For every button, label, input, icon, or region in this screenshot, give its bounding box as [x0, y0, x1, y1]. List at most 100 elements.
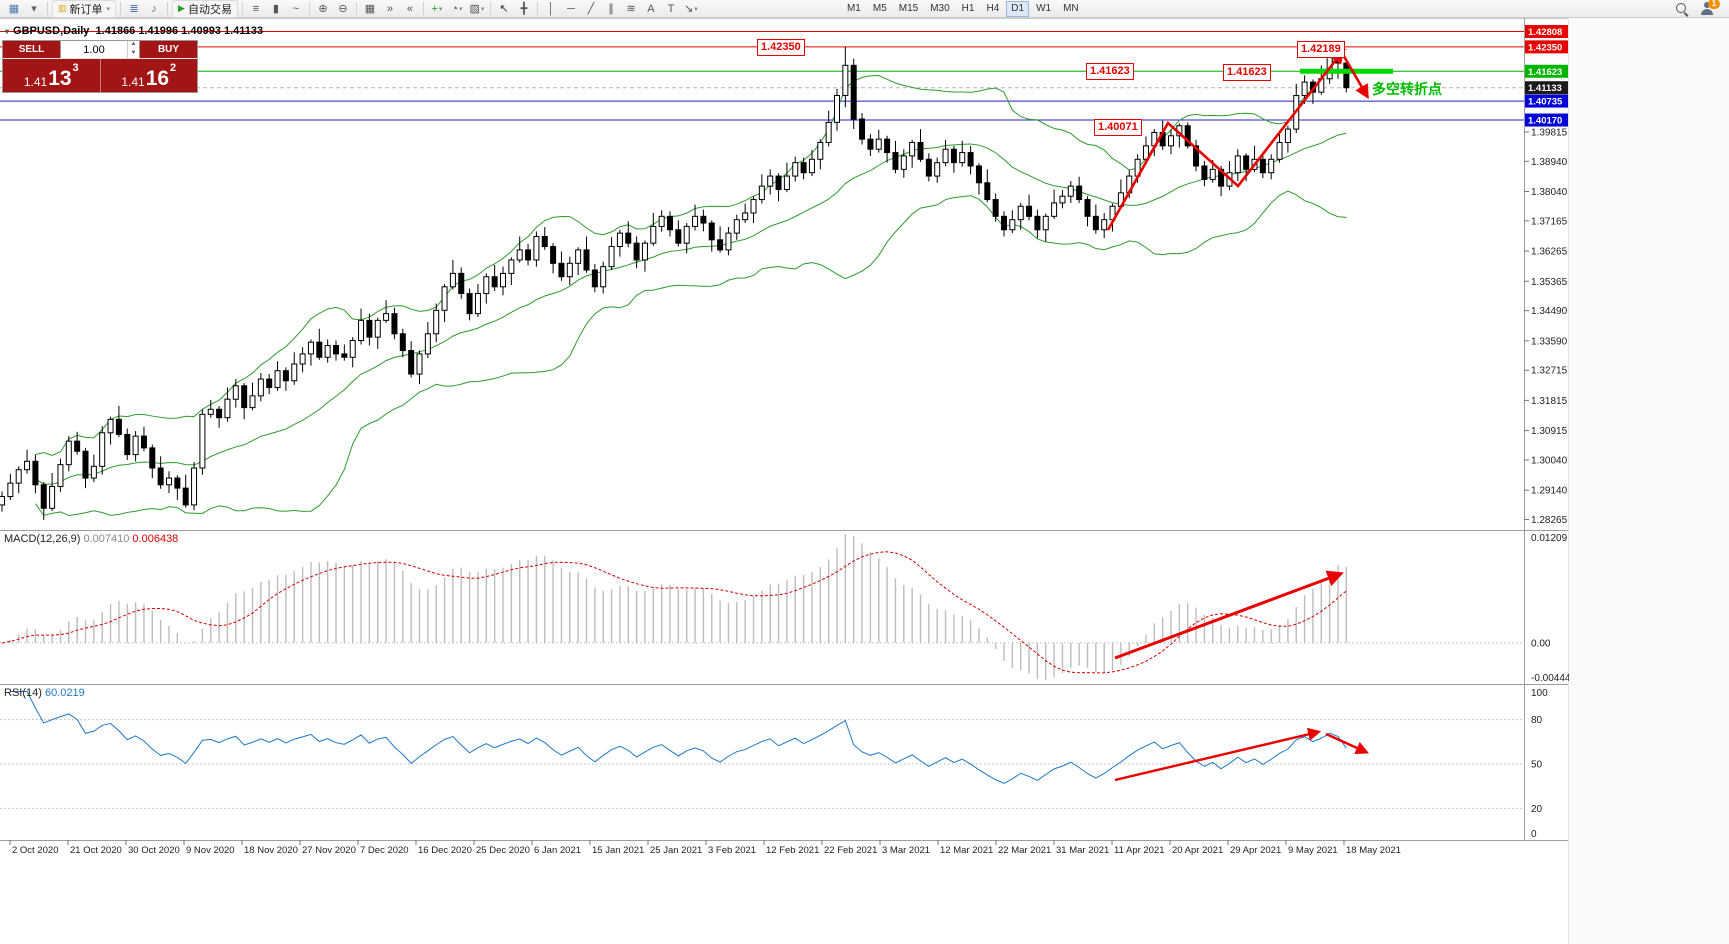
volume-down-icon[interactable]: ▼ — [130, 49, 137, 56]
vertical-line-icon[interactable]: │ — [541, 1, 561, 17]
zoom-in-icon[interactable]: ⊕ — [313, 1, 333, 17]
svg-text:9 Nov 2020: 9 Nov 2020 — [186, 845, 235, 856]
svg-text:1.34490: 1.34490 — [1531, 306, 1568, 317]
line-chart-icon[interactable]: ~ — [286, 1, 306, 17]
search-icon[interactable] — [1675, 2, 1689, 17]
buy-price-base: 1.41 — [121, 75, 145, 89]
chart-profiles-icon-glyph: ▾ — [31, 3, 37, 15]
sell-button[interactable]: SELL — [3, 41, 60, 58]
horizontal-line-icon-glyph: ─ — [567, 2, 575, 15]
channel-icon[interactable]: ∥ — [601, 1, 621, 17]
indicators-icon[interactable]: + ▾ — [427, 1, 447, 17]
price-callout[interactable]: 1.42189 — [1297, 41, 1345, 58]
volume-up-icon[interactable]: ▲ — [130, 41, 137, 47]
volume-input[interactable] — [61, 41, 127, 58]
indicators-icon-glyph: + — [431, 2, 438, 15]
svg-text:1.33590: 1.33590 — [1531, 336, 1568, 347]
svg-text:1.35365: 1.35365 — [1531, 277, 1568, 288]
svg-text:50: 50 — [1531, 760, 1543, 771]
shapes-icon[interactable]: ↘ ▾ — [681, 1, 701, 17]
chart-menu-icon[interactable]: ▾ — [5, 26, 10, 36]
svg-text:-0.004446: -0.004446 — [1531, 673, 1576, 684]
candlestick-chart-icon[interactable]: ▮ — [266, 1, 286, 17]
chart-profiles-icon[interactable]: ▾ — [24, 1, 44, 17]
fibonacci-icon[interactable]: ≋ — [621, 1, 641, 17]
timeframe-button-mn[interactable]: MN — [1063, 3, 1079, 14]
templates-icon[interactable]: ▨ ▾ — [467, 1, 487, 17]
auto-trading-button-icon: ▶ — [178, 3, 185, 13]
auto-trading-button[interactable]: ▶ 自动交易 — [172, 0, 238, 18]
sound-alerts-icon-glyph: ♪ — [151, 2, 157, 15]
annotations-layer[interactable] — [1106, 45, 1393, 782]
horizontal-line-icon[interactable]: ─ — [561, 1, 581, 17]
rsi-reversal-arrow[interactable] — [1325, 732, 1370, 754]
svg-text:3 Mar 2021: 3 Mar 2021 — [882, 845, 930, 856]
macd-trend-arrow[interactable] — [1114, 570, 1344, 660]
price-axis[interactable]: 1.39815 1.38940 1.38040 1.37165 1.36265 1.353… — [1524, 25, 1568, 526]
buy-button[interactable]: BUY — [140, 41, 197, 58]
timeframe-button-h4[interactable]: H4 — [986, 3, 1000, 14]
candles-layer — [0, 46, 1350, 521]
svg-text:12 Feb 2021: 12 Feb 2021 — [766, 845, 819, 856]
zoom-out-icon[interactable]: ⊖ — [333, 1, 353, 17]
chart-symbol-info: ▾ GBPUSD,Daily 1.41866 1.41996 1.40993 1… — [5, 25, 263, 37]
timeframe-button-m1[interactable]: M1 — [846, 3, 861, 14]
sell-price-base: 1.41 — [23, 75, 48, 89]
svg-text:25 Jan 2021: 25 Jan 2021 — [650, 845, 702, 856]
timeframe-button-m5[interactable]: M5 — [872, 3, 887, 14]
buy-price-button[interactable]: 1.41 16 2 — [100, 59, 197, 92]
svg-text:1.32715: 1.32715 — [1531, 366, 1568, 377]
svg-text:RSI(14) 60.0219: RSI(14) 60.0219 — [4, 687, 85, 699]
sound-alerts-icon[interactable]: ♪ — [144, 1, 164, 17]
label-icon[interactable]: T — [661, 1, 681, 17]
svg-text:1.42808: 1.42808 — [1528, 27, 1562, 38]
trendline-icon[interactable]: ╱ — [581, 1, 601, 17]
svg-text:1.40735: 1.40735 — [1528, 97, 1563, 108]
auto-scroll-icon[interactable]: » — [380, 1, 400, 17]
auto-trading-button-label: 自动交易 — [187, 3, 232, 16]
svg-text:1.41623: 1.41623 — [1528, 67, 1562, 78]
user-profile-icon[interactable]: 1 — [1699, 0, 1720, 16]
toolbar-separator — [120, 2, 122, 15]
svg-text:25 Dec 2020: 25 Dec 2020 — [476, 845, 530, 856]
price-callout[interactable]: 1.42350 — [757, 39, 805, 56]
cursor-icon[interactable]: ↖ — [494, 1, 514, 17]
volume-field-wrap: ▲ ▼ — [60, 41, 140, 58]
svg-text:29 Apr 2021: 29 Apr 2021 — [1230, 845, 1281, 856]
timeframe-button-w1[interactable]: W1 — [1036, 3, 1052, 14]
new-order-button[interactable]: ▥ 新订单 ▾ — [52, 0, 117, 18]
chart-shift-icon[interactable]: « — [400, 1, 420, 17]
new-chart-icon[interactable]: ▦ — [4, 1, 24, 17]
bar-chart-icon[interactable]: ≡ — [246, 1, 266, 17]
periods-icon[interactable]: ◔ ▾ — [447, 1, 467, 17]
text-icon[interactable]: A — [641, 1, 661, 17]
market-watch-icon[interactable]: ≣ — [124, 1, 144, 17]
turning-point-note[interactable]: 多空转折点 — [1372, 81, 1442, 97]
price-callout[interactable]: 1.41623 — [1086, 63, 1134, 80]
tile-windows-icon[interactable]: ▦ — [360, 1, 380, 17]
timeframe-button-m30[interactable]: M30 — [930, 3, 950, 14]
svg-text:12 Mar 2021: 12 Mar 2021 — [940, 845, 993, 856]
vertical-line-icon-glyph: │ — [547, 2, 555, 15]
svg-text:1.36265: 1.36265 — [1531, 247, 1568, 258]
sell-price-button[interactable]: 1.41 13 3 — [3, 59, 101, 92]
timeframe-button-d1[interactable]: D1 — [1006, 0, 1030, 17]
timeframe-button-h1[interactable]: H1 — [961, 3, 975, 14]
price-callout[interactable]: 1.41623 — [1223, 64, 1271, 81]
svg-text:1.31815: 1.31815 — [1531, 396, 1568, 407]
date-axis[interactable]: 2 Oct 2020 21 Oct 2020 30 Oct 2020 9 Nov 20… — [9, 840, 1401, 856]
label-icon-glyph: T — [667, 2, 675, 15]
price-chart-canvas[interactable]: MACD(12,26,9) 0.007410 0.006438 0.01209 0.… — [0, 18, 1729, 944]
rsi-trend-arrow[interactable] — [1114, 727, 1322, 782]
svg-text:3 Feb 2021: 3 Feb 2021 — [708, 845, 756, 856]
channel-icon-glyph: ∥ — [608, 3, 614, 15]
svg-text:MACD(12,26,9) 0.007410 0.0064: MACD(12,26,9) 0.007410 0.006438 — [4, 533, 178, 545]
svg-text:22 Mar 2021: 22 Mar 2021 — [998, 845, 1051, 856]
svg-text:18 Nov 2020: 18 Nov 2020 — [244, 845, 298, 856]
templates-icon-glyph: ▨ — [469, 3, 480, 15]
timeframe-button-m15[interactable]: M15 — [898, 3, 919, 14]
crosshair-icon[interactable]: ╋ — [514, 1, 534, 17]
price-callout[interactable]: 1.40071 — [1094, 119, 1142, 136]
price-zigzag-arrow[interactable] — [1106, 49, 1345, 231]
buy-price-pips: 16 — [145, 67, 170, 91]
